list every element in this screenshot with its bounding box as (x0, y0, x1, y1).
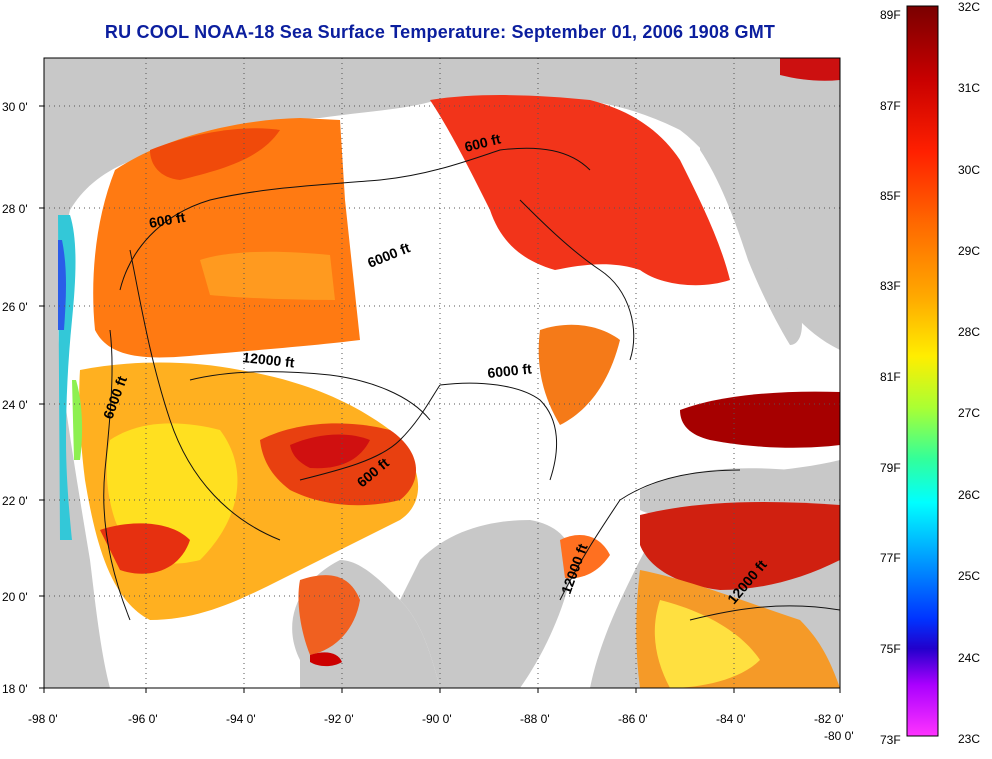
frame-ticks (39, 105, 841, 693)
colorbar-f-label: 77F (880, 551, 901, 565)
y-tick-label: 18 0' (2, 682, 28, 696)
yucatan-land (400, 520, 573, 688)
y-tick-label: 26 0' (2, 300, 28, 314)
colorbar-f-label: 75F (880, 642, 901, 656)
florida-land (700, 120, 802, 345)
x-tick-label: -82 0' (814, 712, 844, 726)
colorbar-c-label: 32C (958, 0, 981, 14)
colorbar: 89F 87F 85F 83F 81F 79F 77F 75F 73F 32C … (880, 0, 992, 754)
colorbar-c-label: 31C (958, 81, 981, 95)
colorbar-f-label: 79F (880, 461, 901, 475)
contour-label: 600 ft (148, 209, 187, 231)
sst-patches (79, 58, 840, 688)
colorbar-c-label: 25C (958, 569, 981, 583)
colorbar-c-label: 26C (958, 488, 981, 502)
colorbar-f-label: 73F (880, 733, 901, 747)
contour-label: 12000 ft (242, 349, 296, 370)
x-axis-labels: -98 0' -96 0' -94 0' -92 0' -90 0' -88 0… (28, 712, 854, 743)
x-tick-label: -98 0' (28, 712, 58, 726)
colorbar-c-label: 27C (958, 406, 981, 420)
bathymetry-contours (103, 147, 840, 621)
x-tick-label: -94 0' (226, 712, 256, 726)
colorbar-c-label: 29C (958, 244, 981, 258)
colorbar-f-label: 83F (880, 279, 901, 293)
plot-frame (43, 57, 841, 689)
colorbar-gradient (906, 5, 939, 737)
colorbar-f-label: 89F (880, 8, 901, 22)
y-axis-labels: 30 0' 28 0' 26 0' 24 0' 22 0' 20 0' 18 0… (2, 100, 28, 696)
sst-map: -98 0' -96 0' -94 0' -92 0' -90 0' -88 0… (2, 57, 854, 743)
y-tick-label: 22 0' (2, 494, 28, 508)
x-tick-label: -92 0' (324, 712, 354, 726)
y-tick-label: 20 0' (2, 590, 28, 604)
colorbar-f-label: 81F (880, 370, 901, 384)
colorbar-c-label: 28C (958, 325, 981, 339)
colorbar-f-label: 87F (880, 99, 901, 113)
x-tick-label: -80 0' (824, 729, 854, 743)
x-tick-label: -96 0' (128, 712, 158, 726)
contour-label: 6000 ft (487, 360, 533, 381)
colorbar-c-label: 23C (958, 732, 981, 746)
y-tick-label: 24 0' (2, 398, 28, 412)
cuba-land (640, 468, 840, 516)
x-tick-label: -88 0' (520, 712, 550, 726)
coastal-cold-strip (58, 215, 83, 540)
colorbar-c-label: 24C (958, 651, 981, 665)
map-title: RU COOL NOAA-18 Sea Surface Temperature:… (104, 22, 776, 42)
x-tick-label: -86 0' (618, 712, 648, 726)
y-tick-label: 28 0' (2, 202, 28, 216)
graticule (44, 58, 840, 688)
colorbar-f-label: 85F (880, 189, 901, 203)
colorbar-c-label: 30C (958, 163, 981, 177)
y-tick-label: 30 0' (2, 100, 28, 114)
x-tick-label: -84 0' (716, 712, 746, 726)
x-tick-label: -90 0' (422, 712, 452, 726)
